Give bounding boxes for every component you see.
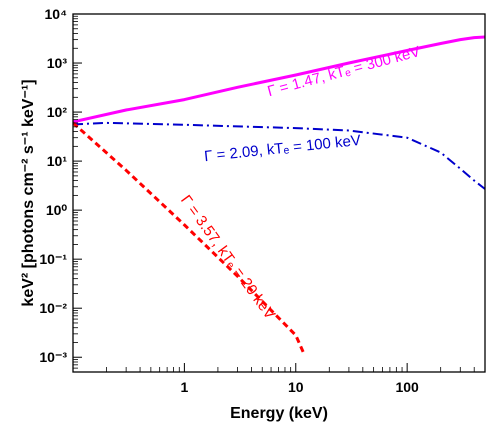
series-label-2: Γ = 3.57, kTₑ = 20 keV xyxy=(177,192,278,322)
series-layer xyxy=(73,35,485,356)
y-axis-title: keV² [photons cm⁻² s⁻¹ keV⁻¹] xyxy=(20,79,37,306)
y-tick-label-7: 10⁴ xyxy=(45,6,68,22)
plot-frame xyxy=(72,13,486,373)
y-tick-label-3: 10⁰ xyxy=(46,202,68,218)
series-label-0: Γ = 1.47, kTₑ = 300 keV xyxy=(266,43,422,100)
x-tick-label-2: 100 xyxy=(395,379,419,395)
tick-layer: 1 10 100 10⁻³ 10⁻² 10⁻¹ 10⁰ 10¹ 10² 10³ 10⁴ xyxy=(39,6,475,395)
series-label-1: Γ = 2.09, kTₑ = 100 keV xyxy=(203,132,361,165)
y-tick-label-5: 10² xyxy=(47,104,68,120)
y-tick-label-6: 10³ xyxy=(47,55,68,71)
series-line-0 xyxy=(73,35,485,124)
y-tick-label-1: 10⁻² xyxy=(39,300,67,316)
y-tick-label-4: 10¹ xyxy=(47,153,68,169)
series-label-layer: Γ = 1.47, kTₑ = 300 keV Γ = 2.09, kTₑ = 1… xyxy=(177,43,422,323)
series-line-1 xyxy=(73,121,485,190)
x-tick-label-1: 10 xyxy=(288,379,304,395)
y-tick-label-0: 10⁻³ xyxy=(39,349,67,365)
x-tick-label-0: 1 xyxy=(180,379,188,395)
series-line-2 xyxy=(73,121,306,356)
y-tick-label-2: 10⁻¹ xyxy=(39,251,67,267)
x-axis-title: Energy (keV) xyxy=(230,405,328,422)
